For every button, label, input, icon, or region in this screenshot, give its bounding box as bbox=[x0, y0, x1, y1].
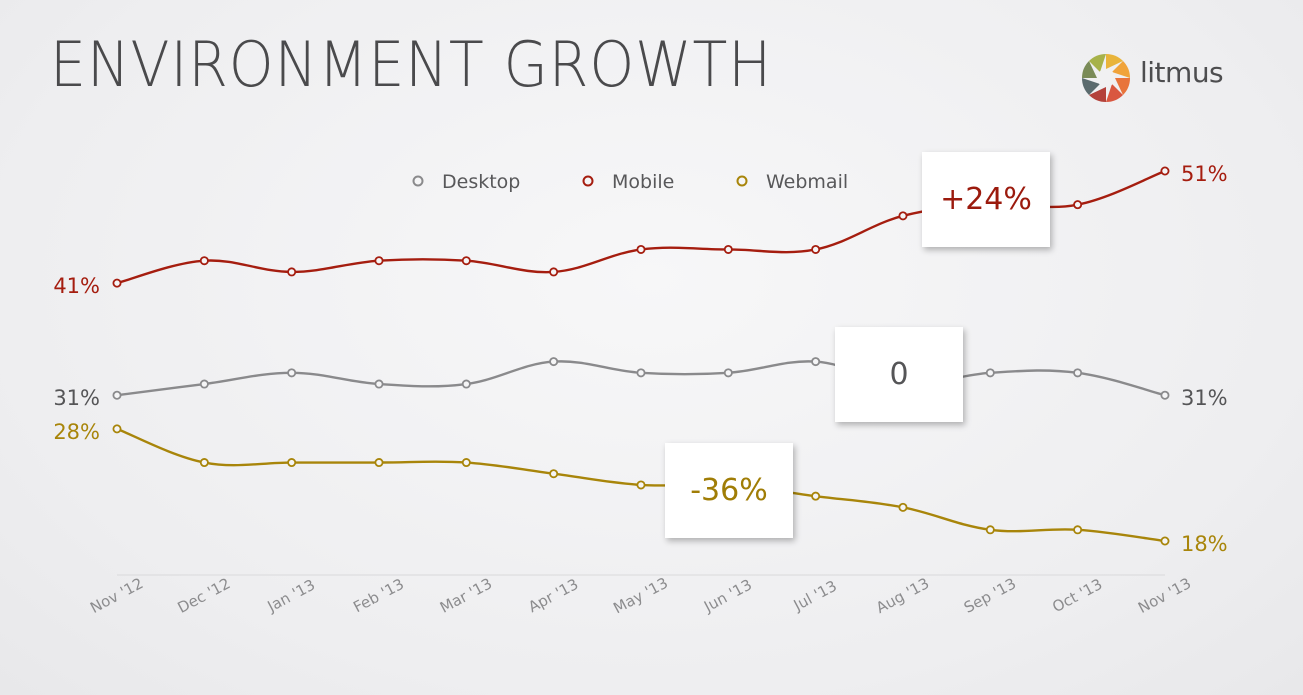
data-point-mobile bbox=[199, 256, 209, 266]
x-tick-label: May '13 bbox=[610, 574, 671, 618]
data-point-desktop bbox=[1073, 368, 1083, 378]
start-value-label-mobile: 41% bbox=[53, 274, 100, 298]
data-point-mobile bbox=[549, 267, 559, 277]
x-tick-label: Mar '13 bbox=[437, 574, 495, 616]
data-point-desktop bbox=[199, 379, 209, 389]
litmus-wordmark: litmus bbox=[1140, 56, 1224, 89]
x-tick-label: Jul '13 bbox=[790, 577, 840, 615]
data-point-webmail bbox=[1073, 525, 1083, 535]
data-point-mobile bbox=[374, 256, 384, 266]
data-point-webmail bbox=[985, 525, 995, 535]
webmail-change-callout: -36% bbox=[665, 443, 793, 538]
data-point-webmail bbox=[549, 469, 559, 479]
legend-marker-webmail bbox=[736, 175, 748, 187]
legend-label-mobile: Mobile bbox=[612, 171, 674, 193]
data-point-mobile bbox=[723, 244, 733, 254]
data-point-webmail bbox=[374, 458, 384, 468]
end-value-label-desktop: 31% bbox=[1181, 386, 1228, 410]
data-point-desktop bbox=[374, 379, 384, 389]
data-point-webmail bbox=[461, 458, 471, 468]
data-point-mobile bbox=[112, 278, 122, 288]
x-tick-label: Dec '12 bbox=[175, 574, 234, 617]
litmus-wheel-icon bbox=[1081, 53, 1131, 103]
data-point-desktop bbox=[287, 368, 297, 378]
page-title: ENVIRONMENT GROWTH bbox=[50, 28, 773, 101]
data-point-mobile bbox=[461, 256, 471, 266]
data-point-mobile bbox=[898, 211, 908, 221]
legend-item-mobile: Mobile bbox=[582, 171, 674, 193]
legend-label-webmail: Webmail bbox=[766, 171, 848, 193]
data-point-desktop bbox=[723, 368, 733, 378]
x-tick-label: Jun '13 bbox=[700, 576, 755, 617]
data-point-desktop bbox=[461, 379, 471, 389]
legend-marker-mobile bbox=[582, 175, 594, 187]
data-point-desktop bbox=[1160, 390, 1170, 400]
data-point-mobile bbox=[811, 244, 821, 254]
data-point-mobile bbox=[636, 244, 646, 254]
legend-item-desktop: Desktop bbox=[412, 171, 520, 193]
litmus-logo: litmus bbox=[1080, 52, 1230, 104]
data-point-desktop bbox=[549, 357, 559, 367]
x-tick-label: Jan '13 bbox=[264, 576, 318, 616]
data-point-webmail bbox=[287, 458, 297, 468]
x-tick-label: Feb '13 bbox=[350, 575, 407, 617]
start-value-label-desktop: 31% bbox=[53, 386, 100, 410]
x-tick-label: Apr '13 bbox=[525, 575, 581, 616]
data-point-desktop bbox=[636, 368, 646, 378]
start-value-label-webmail: 28% bbox=[53, 420, 100, 444]
x-tick-label: Sep '13 bbox=[961, 574, 1019, 616]
end-value-label-webmail: 18% bbox=[1181, 532, 1228, 556]
x-tick-label: Nov '13 bbox=[1135, 574, 1194, 617]
series-line-desktop bbox=[116, 360, 1166, 397]
data-point-mobile bbox=[1160, 166, 1170, 176]
desktop-change-callout: 0 bbox=[835, 327, 963, 422]
data-point-webmail bbox=[112, 424, 122, 434]
data-point-desktop bbox=[811, 357, 821, 367]
legend-label-desktop: Desktop bbox=[442, 171, 520, 193]
data-point-mobile bbox=[1073, 200, 1083, 210]
data-point-webmail bbox=[636, 480, 646, 490]
legend-marker-desktop bbox=[412, 175, 424, 187]
data-point-webmail bbox=[199, 458, 209, 468]
data-point-desktop bbox=[112, 390, 122, 400]
x-tick-label: Aug '13 bbox=[873, 574, 932, 617]
x-tick-label: Oct '13 bbox=[1049, 575, 1105, 616]
data-point-mobile bbox=[287, 267, 297, 277]
data-point-webmail bbox=[1160, 536, 1170, 546]
x-tick-label: Nov '12 bbox=[87, 574, 146, 617]
data-point-webmail bbox=[811, 491, 821, 501]
data-point-desktop bbox=[985, 368, 995, 378]
legend-item-webmail: Webmail bbox=[736, 171, 848, 193]
mobile-change-callout: +24% bbox=[922, 152, 1050, 247]
end-value-label-mobile: 51% bbox=[1181, 162, 1228, 186]
data-point-webmail bbox=[898, 502, 908, 512]
